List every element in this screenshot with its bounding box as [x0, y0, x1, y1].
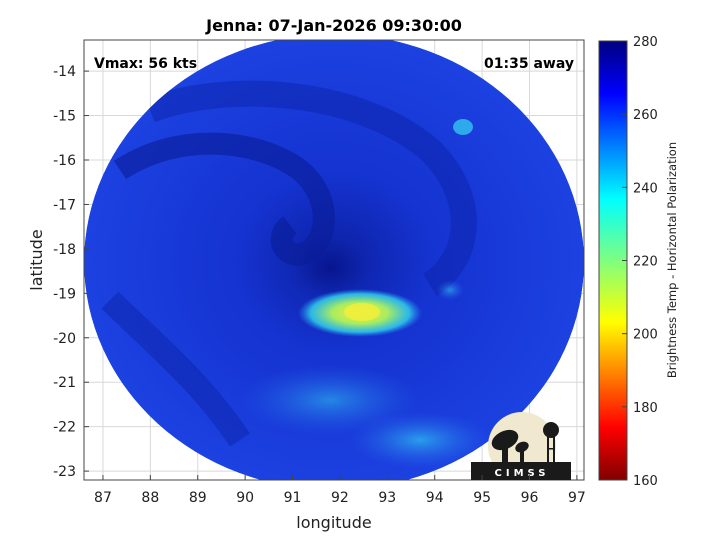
colorbar-tick-label: 280 — [633, 35, 658, 50]
colorbar-tick-label: 160 — [633, 474, 658, 489]
spiral-band-dark-south — [101, 291, 250, 447]
x-tick-label: 90 — [236, 490, 254, 506]
logo-water-tower-icon — [543, 422, 559, 462]
plot-frame — [83, 39, 585, 481]
x-tick-label: 91 — [284, 490, 302, 506]
colorbar: 280 260 240 220 200 180 160 Brightness Temp - … — [598, 35, 679, 489]
y-tick-label: -18 — [53, 242, 76, 258]
x-axis-label: longitude — [296, 513, 371, 532]
cyan-patch-east — [436, 280, 464, 300]
cyan-patch-northeast — [453, 119, 473, 135]
colorbar-tick-label: 220 — [633, 255, 658, 270]
colorbar-tick-label: 180 — [633, 401, 658, 416]
cyan-patch-south — [240, 365, 420, 435]
colorbar-tick-label: 260 — [633, 108, 658, 123]
vmax-label: Vmax: 56 kts — [94, 56, 197, 72]
logo-dish-icon — [491, 429, 529, 462]
y-tick-label: -15 — [53, 109, 76, 125]
colorbar-tick-label: 240 — [633, 181, 658, 196]
y-axis-label: latitude — [27, 229, 46, 290]
spiral-band-dark-outer — [145, 80, 477, 297]
microwave-swath — [84, 40, 584, 480]
colorbar-title: Brightness Temp - Horizontal Polarizatio… — [665, 142, 679, 378]
y-tick-label: -16 — [53, 153, 76, 169]
x-tick-label: 95 — [473, 490, 491, 506]
x-tick-label: 94 — [426, 490, 444, 506]
logo-ground — [471, 462, 571, 480]
y-tick-label: -21 — [53, 375, 76, 391]
warm-band-core — [344, 303, 380, 321]
map-title: Jenna: 07-Jan-2026 09:30:00 — [205, 16, 462, 35]
logo-text: CIMSS — [495, 468, 550, 479]
y-tick-label: -14 — [53, 64, 76, 80]
map-plot-area: Vmax: 56 kts 01:35 away CIMSS — [83, 39, 585, 481]
cimss-logo: CIMSS — [471, 412, 571, 480]
x-tick-label: 87 — [94, 490, 112, 506]
x-tick-label: 89 — [189, 490, 207, 506]
colorbar-ticks: 280 260 240 220 200 180 160 — [622, 35, 658, 489]
y-tick-label: -19 — [53, 286, 76, 302]
x-tick-label: 92 — [331, 490, 349, 506]
spiral-band-dark — [113, 132, 335, 266]
y-axis-ticks: -14 -15 -16 -17 -18 -19 -20 -21 -22 -23 — [53, 64, 89, 480]
y-tick-label: -20 — [53, 331, 76, 347]
x-axis-ticks: 87 88 89 90 91 92 93 94 95 96 97 — [94, 475, 586, 506]
y-tick-label: -22 — [53, 420, 76, 436]
x-tick-label: 97 — [568, 490, 586, 506]
x-tick-label: 93 — [378, 490, 396, 506]
y-tick-label: -23 — [53, 464, 76, 480]
x-tick-label: 88 — [141, 490, 159, 506]
colorbar-tick-label: 200 — [633, 328, 658, 343]
y-tick-label: -17 — [53, 197, 76, 213]
x-tick-label: 96 — [521, 490, 539, 506]
storm-eye — [292, 238, 368, 298]
time-away-label: 01:35 away — [484, 56, 574, 72]
cyan-patch-southeast — [350, 412, 490, 468]
